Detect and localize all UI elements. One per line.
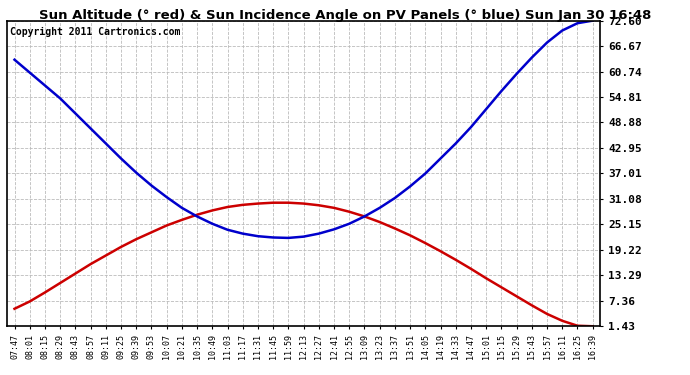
Text: Sun Altitude (° red) & Sun Incidence Angle on PV Panels (° blue) Sun Jan 30 16:4: Sun Altitude (° red) & Sun Incidence Ang… [39, 9, 651, 22]
Text: Copyright 2011 Cartronics.com: Copyright 2011 Cartronics.com [10, 27, 180, 37]
